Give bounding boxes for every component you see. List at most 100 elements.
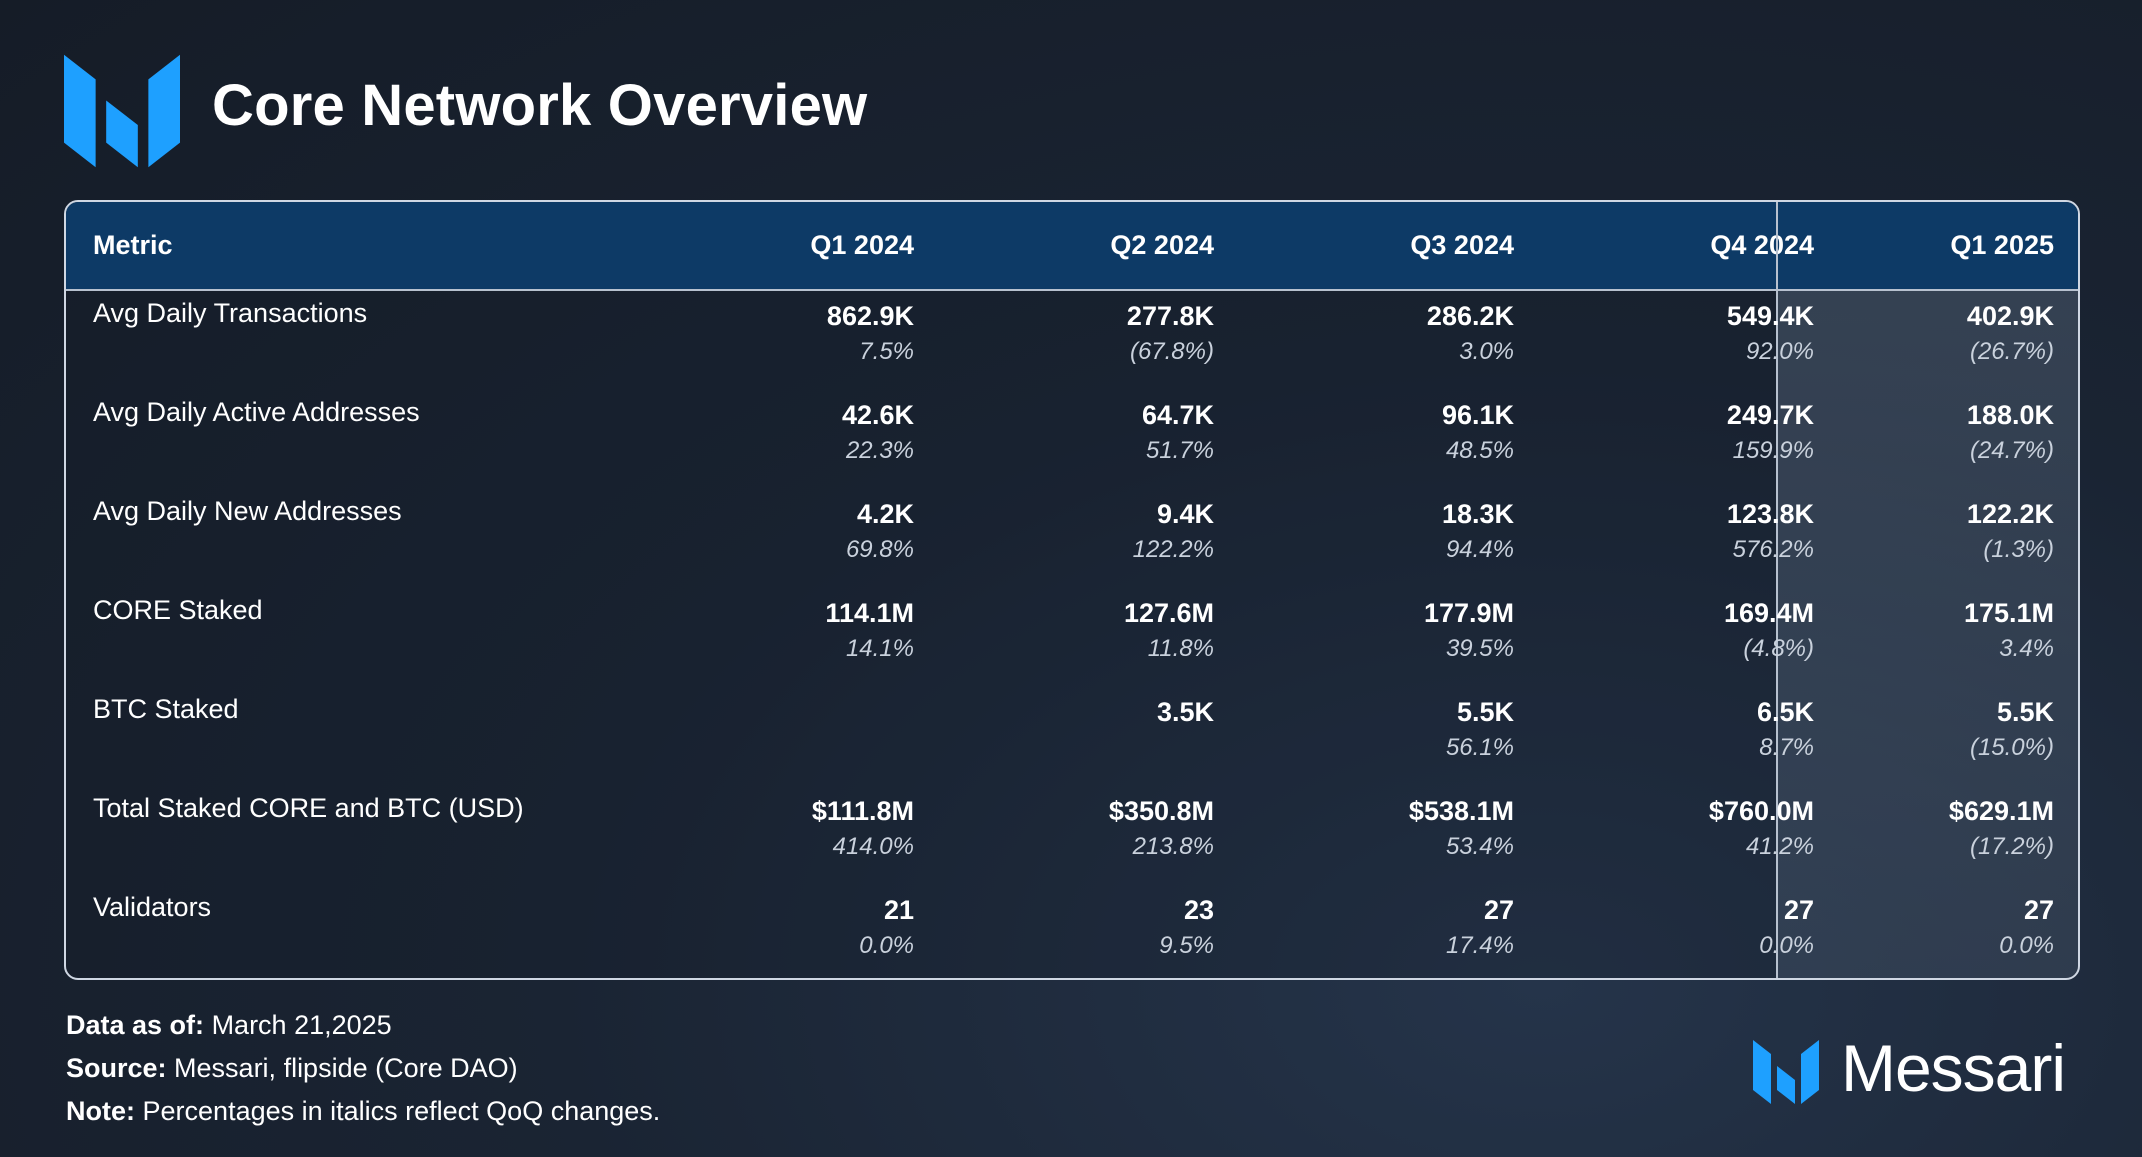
cell-value: 4.2K [856,499,914,529]
cell-value: 64.7K [1141,400,1214,430]
brand-name: Messari [1841,1031,2066,1105]
cell-value: 27 [1783,895,1814,925]
cell-value: $538.1M [1408,796,1514,826]
table-cell [674,694,914,766]
cell-value [674,694,914,730]
cell-qoq-change: 0.0% [1759,932,1814,959]
table-cell: 3.5K [974,694,1214,766]
table-cell: 169.4M (4.8%) [1574,595,1814,667]
data-as-of-value: March 21,2025 [211,1010,392,1040]
table-cell: 188.0K (24.7%) [1814,397,2054,469]
cell-qoq-change: (15.0%) [1969,734,2054,761]
cell-qoq-change: 51.7% [1145,437,1214,464]
cell-value: 249.7K [1726,400,1814,430]
table-cell: $538.1M 53.4% [1274,793,1514,865]
cell-qoq-change: 0.0% [859,932,914,959]
table-cell: 5.5K 56.1% [1274,694,1514,766]
cell-qoq-change [974,730,1214,766]
table-cell: 402.9K (26.7%) [1814,298,2054,370]
cell-value: 122.2K [1966,499,2054,529]
note-value: Percentages in italics reflect QoQ chang… [142,1096,661,1126]
highlight-column-background [1777,291,2078,978]
cell-qoq-change: 22.3% [845,437,914,464]
source-line: Source: Messari, flipside (Core DAO) [66,1053,518,1084]
table-row: Avg Daily New Addresses 4.2K 69.8% 9.4K 122.… [66,496,2078,595]
table-cell: 23 9.5% [974,892,1214,964]
metric-name: Avg Daily New Addresses [93,496,402,526]
cell-qoq-change: 122.2% [1132,536,1214,563]
cell-qoq-change: 41.2% [1745,833,1814,860]
cell-value: 9.4K [1156,499,1214,529]
column-divider [1776,202,1778,978]
cell-qoq-change: 159.9% [1732,437,1814,464]
page-title: Core Network Overview [212,73,868,138]
cell-value: 175.1M [1963,598,2054,628]
cell-value: 5.5K [1996,697,2054,727]
table-row: CORE Staked 114.1M 14.1% 127.6M 11.8% 177.9M 3… [66,595,2078,694]
table-row: Validators 21 0.0% 23 9.5% 27 17.4% 27 0.0% 27 0.0… [66,892,2078,978]
table-cell: $629.1M (17.2%) [1814,793,2054,865]
cell-value: 169.4M [1723,598,1814,628]
cell-value: 123.8K [1726,499,1814,529]
table-cell: 9.4K 122.2% [974,496,1214,568]
table-cell: 42.6K 22.3% [674,397,914,469]
table-cell: 114.1M 14.1% [674,595,914,667]
table-row: BTC Staked 3.5K 5.5K 56.1% 6.5K 8.7% 5.5K (15.0… [66,694,2078,793]
cell-qoq-change: 3.0% [1459,338,1514,365]
table-cell: 862.9K 7.5% [674,298,914,370]
cell-qoq-change: 3.4% [1999,635,2054,662]
cell-value: 5.5K [1456,697,1514,727]
cell-qoq-change: 39.5% [1445,635,1514,662]
table-cell: 96.1K 48.5% [1274,397,1514,469]
table-cell: 18.3K 94.4% [1274,496,1514,568]
cell-value: 27 [1483,895,1514,925]
table-cell: 64.7K 51.7% [974,397,1214,469]
cell-qoq-change: 9.5% [1159,932,1214,959]
column-header-q1-2024: Q1 2024 [810,230,914,260]
metric-name: Avg Daily Active Addresses [93,397,420,427]
table-cell: 122.2K (1.3%) [1814,496,2054,568]
messari-brand-icon [1753,1040,1819,1104]
cell-qoq-change: 7.5% [859,338,914,365]
table-cell: 177.9M 39.5% [1274,595,1514,667]
table-cell: $350.8M 213.8% [974,793,1214,865]
cell-qoq-change: 213.8% [1132,833,1214,860]
cell-qoq-change: (67.8%) [1129,338,1214,365]
cell-qoq-change [674,730,914,766]
table-cell: $111.8M 414.0% [674,793,914,865]
table-cell: 5.5K (15.0%) [1814,694,2054,766]
table-cell: 123.8K 576.2% [1574,496,1814,568]
cell-value: 549.4K [1726,301,1814,331]
cell-value: 177.9M [1423,598,1514,628]
table-cell: 249.7K 159.9% [1574,397,1814,469]
cell-value: 127.6M [1123,598,1214,628]
cell-qoq-change: 14.1% [845,635,914,662]
table-cell: 127.6M 11.8% [974,595,1214,667]
cell-value: $629.1M [1948,796,2054,826]
column-header-metric: Metric [93,230,173,260]
cell-value: 6.5K [1756,697,1814,727]
cell-qoq-change: 94.4% [1445,536,1514,563]
cell-value: 42.6K [841,400,914,430]
cell-value: 21 [883,895,914,925]
cell-value: 114.1M [825,598,914,628]
table-cell: 4.2K 69.8% [674,496,914,568]
cell-qoq-change: 11.8% [1147,635,1214,662]
column-header-q4-2024: Q4 2024 [1710,230,1814,260]
table-cell: 175.1M 3.4% [1814,595,2054,667]
note-line: Note: Percentages in italics reflect QoQ… [66,1096,660,1127]
cell-qoq-change: 53.4% [1445,833,1514,860]
metric-name: BTC Staked [93,694,239,724]
column-header-q1-2025: Q1 2025 [1950,230,2054,260]
cell-qoq-change: (4.8%) [1743,635,1814,662]
cell-qoq-change: 0.0% [1999,932,2054,959]
table-cell: 27 0.0% [1814,892,2054,964]
cell-value: 286.2K [1426,301,1514,331]
table-cell: 6.5K 8.7% [1574,694,1814,766]
cell-value: 277.8K [1126,301,1214,331]
overview-table: Metric Q1 2024 Q2 2024 Q3 2024 Q4 2024 Q… [64,200,2080,980]
table-cell: 277.8K (67.8%) [974,298,1214,370]
table-cell: 27 0.0% [1574,892,1814,964]
cell-value: 3.5K [1156,697,1214,727]
data-as-of: Data as of: March 21,2025 [66,1010,392,1041]
